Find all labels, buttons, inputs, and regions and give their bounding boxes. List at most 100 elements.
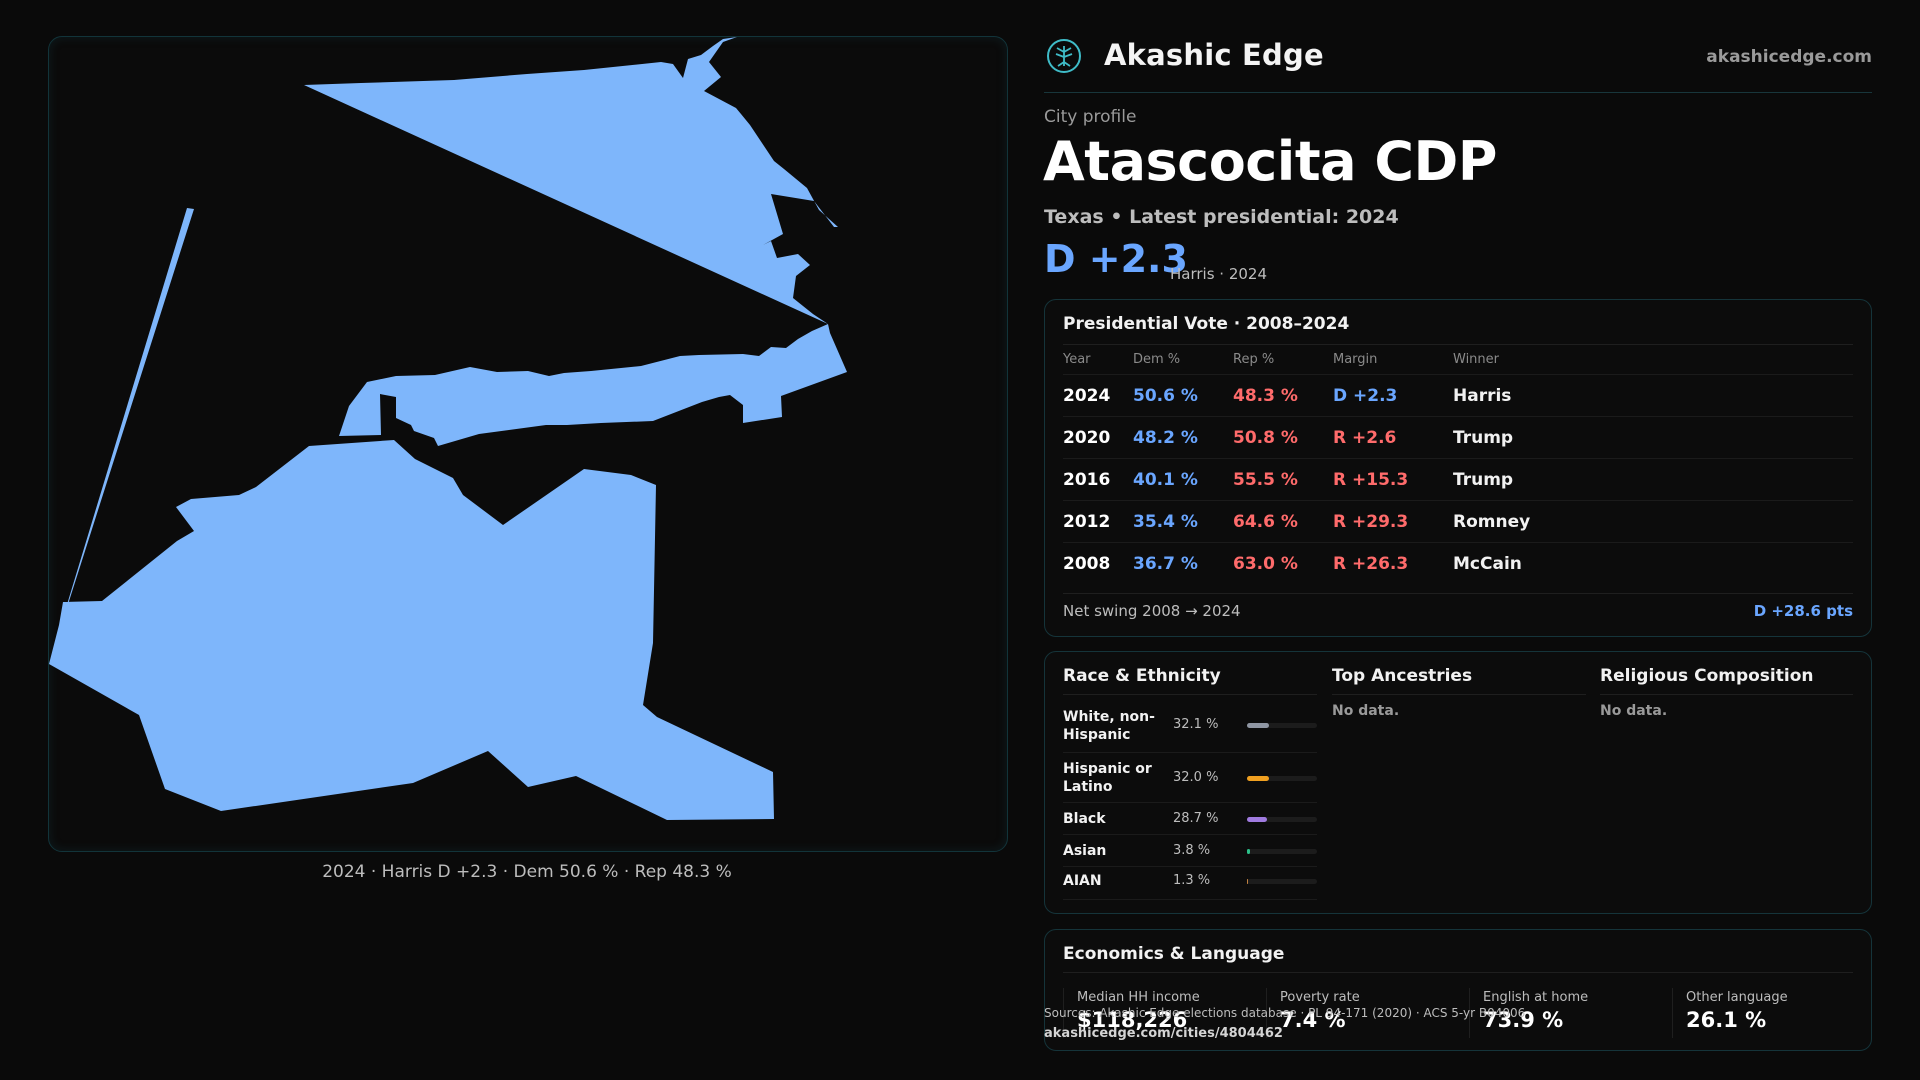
page-title: Atascocita CDP <box>1043 130 1497 193</box>
race-bar-fill <box>1247 723 1269 728</box>
winner-cell: Romney <box>1453 512 1531 532</box>
rep-cell: 48.3 % <box>1233 386 1298 406</box>
winner-cell: Trump <box>1453 428 1514 448</box>
dem-cell: 48.2 % <box>1133 428 1198 448</box>
card-title: Presidential Vote · 2008–2024 <box>1063 314 1350 334</box>
year-cell: 2012 <box>1063 512 1111 532</box>
latest-margin: D +2.3 <box>1044 237 1188 281</box>
column-header-rep: Rep % <box>1233 352 1275 367</box>
race-pct: 32.0 % <box>1173 770 1219 785</box>
stat-value: $118,226 <box>1077 1008 1188 1032</box>
economics-card: Economics & Language Median HH income $1… <box>1044 929 1872 1051</box>
divider <box>1469 988 1470 1038</box>
rep-cell: 64.6 % <box>1233 512 1298 532</box>
latest-margin-note: Harris · 2024 <box>1170 265 1268 283</box>
race-row: White, non-Hispanic 32.1 % <box>1063 702 1317 752</box>
race-pct: 1.3 % <box>1173 873 1211 888</box>
race-pct: 28.7 % <box>1173 811 1219 826</box>
table-row: 2012 35.4 % 64.6 % R +29.3 Romney <box>1063 500 1853 543</box>
ancestry-title: Top Ancestries <box>1332 666 1473 686</box>
race-bar-fill <box>1247 849 1250 854</box>
stat-label: Median HH income <box>1077 990 1200 1005</box>
margin-cell: R +29.3 <box>1333 512 1409 532</box>
footer-sources: Sources: Akashic Edge elections database… <box>1044 1006 1526 1020</box>
race-row: Asian 3.8 % <box>1063 834 1317 867</box>
divider <box>1063 694 1317 695</box>
divider <box>1332 694 1586 695</box>
map-caption: 2024 · Harris D +2.3 · Dem 50.6 % · Rep … <box>322 862 732 882</box>
brand-header: Akashic Edge akashicedge.com <box>1044 36 1872 93</box>
stat-label: Poverty rate <box>1280 990 1360 1005</box>
margin-cell: R +15.3 <box>1333 470 1409 490</box>
race-label: White, non-Hispanic <box>1063 709 1155 743</box>
race-bar-track <box>1247 879 1317 884</box>
race-label: Asian <box>1063 843 1107 859</box>
brand-site-link[interactable]: akashicedge.com <box>1706 47 1872 67</box>
winner-cell: Trump <box>1453 470 1514 490</box>
net-swing-label: Net swing 2008 → 2024 <box>1063 602 1241 620</box>
city-boundary-shape <box>49 208 774 820</box>
race-label: Hispanic or Latino <box>1063 761 1152 795</box>
column-header-margin: Margin <box>1333 352 1378 367</box>
year-cell: 2020 <box>1063 428 1111 448</box>
column-header-year: Year <box>1063 352 1091 367</box>
divider <box>1063 344 1853 345</box>
ancestry-empty: No data. <box>1332 703 1400 719</box>
divider <box>1063 593 1853 594</box>
race-bar-fill <box>1247 817 1267 822</box>
tree-logo-icon <box>1047 39 1081 73</box>
year-cell: 2008 <box>1063 554 1111 574</box>
race-label: AIAN <box>1063 873 1102 889</box>
table-row: 2024 50.6 % 48.3 % D +2.3 Harris <box>1063 374 1853 417</box>
city-boundary-map <box>49 37 847 820</box>
table-row: 2008 36.7 % 63.0 % R +26.3 McCain <box>1063 542 1853 585</box>
divider <box>1063 972 1853 973</box>
race-bar-track <box>1247 723 1317 728</box>
race-label: Black <box>1063 811 1106 827</box>
religion-empty: No data. <box>1600 703 1668 719</box>
footer-url-link[interactable]: akashicedge.com/cities/4804462 <box>1044 1026 1283 1041</box>
divider <box>1672 988 1673 1038</box>
winner-cell: Harris <box>1453 386 1512 406</box>
race-bar-track <box>1247 849 1317 854</box>
divider <box>1600 694 1853 695</box>
profile-subline: Texas • Latest presidential: 2024 <box>1044 206 1399 228</box>
card-title: Economics & Language <box>1063 944 1285 964</box>
margin-cell: R +26.3 <box>1333 554 1409 574</box>
race-pct: 32.1 % <box>1173 717 1219 732</box>
race-bar-fill <box>1247 776 1269 781</box>
profile-eyebrow: City profile <box>1044 107 1137 127</box>
stat-label: English at home <box>1483 990 1589 1005</box>
race-bar-track <box>1247 776 1317 781</box>
divider <box>1063 988 1064 1038</box>
presidential-vote-card: Presidential Vote · 2008–2024 Year Dem %… <box>1044 299 1872 637</box>
stat-label: Other language <box>1686 990 1788 1005</box>
demographics-card: Race & Ethnicity White, non-Hispanic 32.… <box>1044 651 1872 914</box>
race-pct: 3.8 % <box>1173 843 1211 858</box>
column-header-dem: Dem % <box>1133 352 1181 367</box>
race-title: Race & Ethnicity <box>1063 666 1221 686</box>
net-swing-value: D +28.6 pts <box>1753 602 1853 620</box>
dem-cell: 40.1 % <box>1133 470 1198 490</box>
rep-cell: 55.5 % <box>1233 470 1298 490</box>
race-bar-track <box>1247 817 1317 822</box>
margin-cell: D +2.3 <box>1333 386 1398 406</box>
year-cell: 2024 <box>1063 386 1111 406</box>
race-bar-fill <box>1247 879 1248 884</box>
religion-title: Religious Composition <box>1600 666 1814 686</box>
race-row: Hispanic or Latino 32.0 % <box>1063 752 1317 803</box>
divider <box>1266 988 1267 1038</box>
stat-value: 73.9 % <box>1483 1008 1564 1032</box>
table-row: 2020 48.2 % 50.8 % R +2.6 Trump <box>1063 416 1853 459</box>
year-cell: 2016 <box>1063 470 1111 490</box>
brand-name: Akashic Edge <box>1104 38 1324 72</box>
column-header-winner: Winner <box>1453 352 1500 367</box>
city-map <box>48 36 1008 852</box>
stat-value: 7.4 % <box>1280 1008 1346 1032</box>
winner-cell: McCain <box>1453 554 1522 574</box>
margin-cell: R +2.6 <box>1333 428 1397 448</box>
table-row: 2016 40.1 % 55.5 % R +15.3 Trump <box>1063 458 1853 501</box>
rep-cell: 63.0 % <box>1233 554 1298 574</box>
dem-cell: 50.6 % <box>1133 386 1198 406</box>
race-row: AIAN 1.3 % <box>1063 866 1317 900</box>
